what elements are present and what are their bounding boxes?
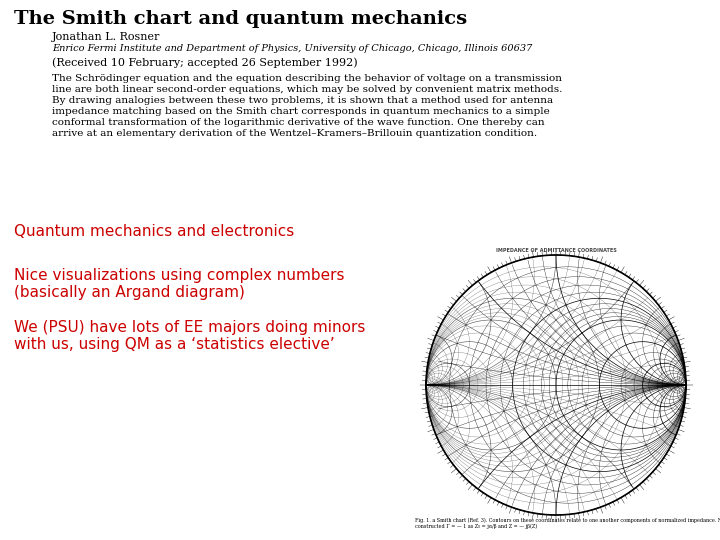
Text: conformal transformation of the logarithmic derivative of the wave function. One: conformal transformation of the logarith… (52, 118, 544, 127)
Text: By drawing analogies between these two problems, it is shown that a method used : By drawing analogies between these two p… (52, 96, 553, 105)
Text: Fig. 1. a Smith chart (Ref. 3). Contours on these coordinates relate to one anot: Fig. 1. a Smith chart (Ref. 3). Contours… (415, 518, 720, 523)
Text: line are both linear second-order equations, which may be solved by convenient m: line are both linear second-order equati… (52, 85, 562, 94)
Text: The Smith chart and quantum mechanics: The Smith chart and quantum mechanics (14, 10, 467, 28)
Text: arrive at an elementary derivation of the Wentzel–Kramers–Brillouin quantization: arrive at an elementary derivation of th… (52, 129, 537, 138)
Text: Jonathan L. Rosner: Jonathan L. Rosner (52, 32, 161, 42)
Text: Nice visualizations using complex numbers: Nice visualizations using complex number… (14, 268, 344, 283)
Text: impedance matching based on the Smith chart corresponds in quantum mechanics to : impedance matching based on the Smith ch… (52, 107, 550, 116)
Text: IMPEDANCE OF ADMITTANCE COORDINATES: IMPEDANCE OF ADMITTANCE COORDINATES (495, 248, 616, 253)
Text: constructed Γ = — 1 as Z₀ = jα/β and Z = — jβ(Z): constructed Γ = — 1 as Z₀ = jα/β and Z =… (415, 524, 537, 529)
Text: Quantum mechanics and electronics: Quantum mechanics and electronics (14, 224, 294, 239)
Text: The Schrödinger equation and the equation describing the behavior of voltage on : The Schrödinger equation and the equatio… (52, 74, 562, 83)
Text: (Received 10 February; accepted 26 September 1992): (Received 10 February; accepted 26 Septe… (52, 57, 358, 68)
Text: Enrico Fermi Institute and Department of Physics, University of Chicago, Chicago: Enrico Fermi Institute and Department of… (52, 44, 532, 53)
Text: with us, using QM as a ‘statistics elective’: with us, using QM as a ‘statistics elect… (14, 337, 335, 352)
Text: We (PSU) have lots of EE majors doing minors: We (PSU) have lots of EE majors doing mi… (14, 320, 365, 335)
Text: (basically an Argand diagram): (basically an Argand diagram) (14, 285, 245, 300)
